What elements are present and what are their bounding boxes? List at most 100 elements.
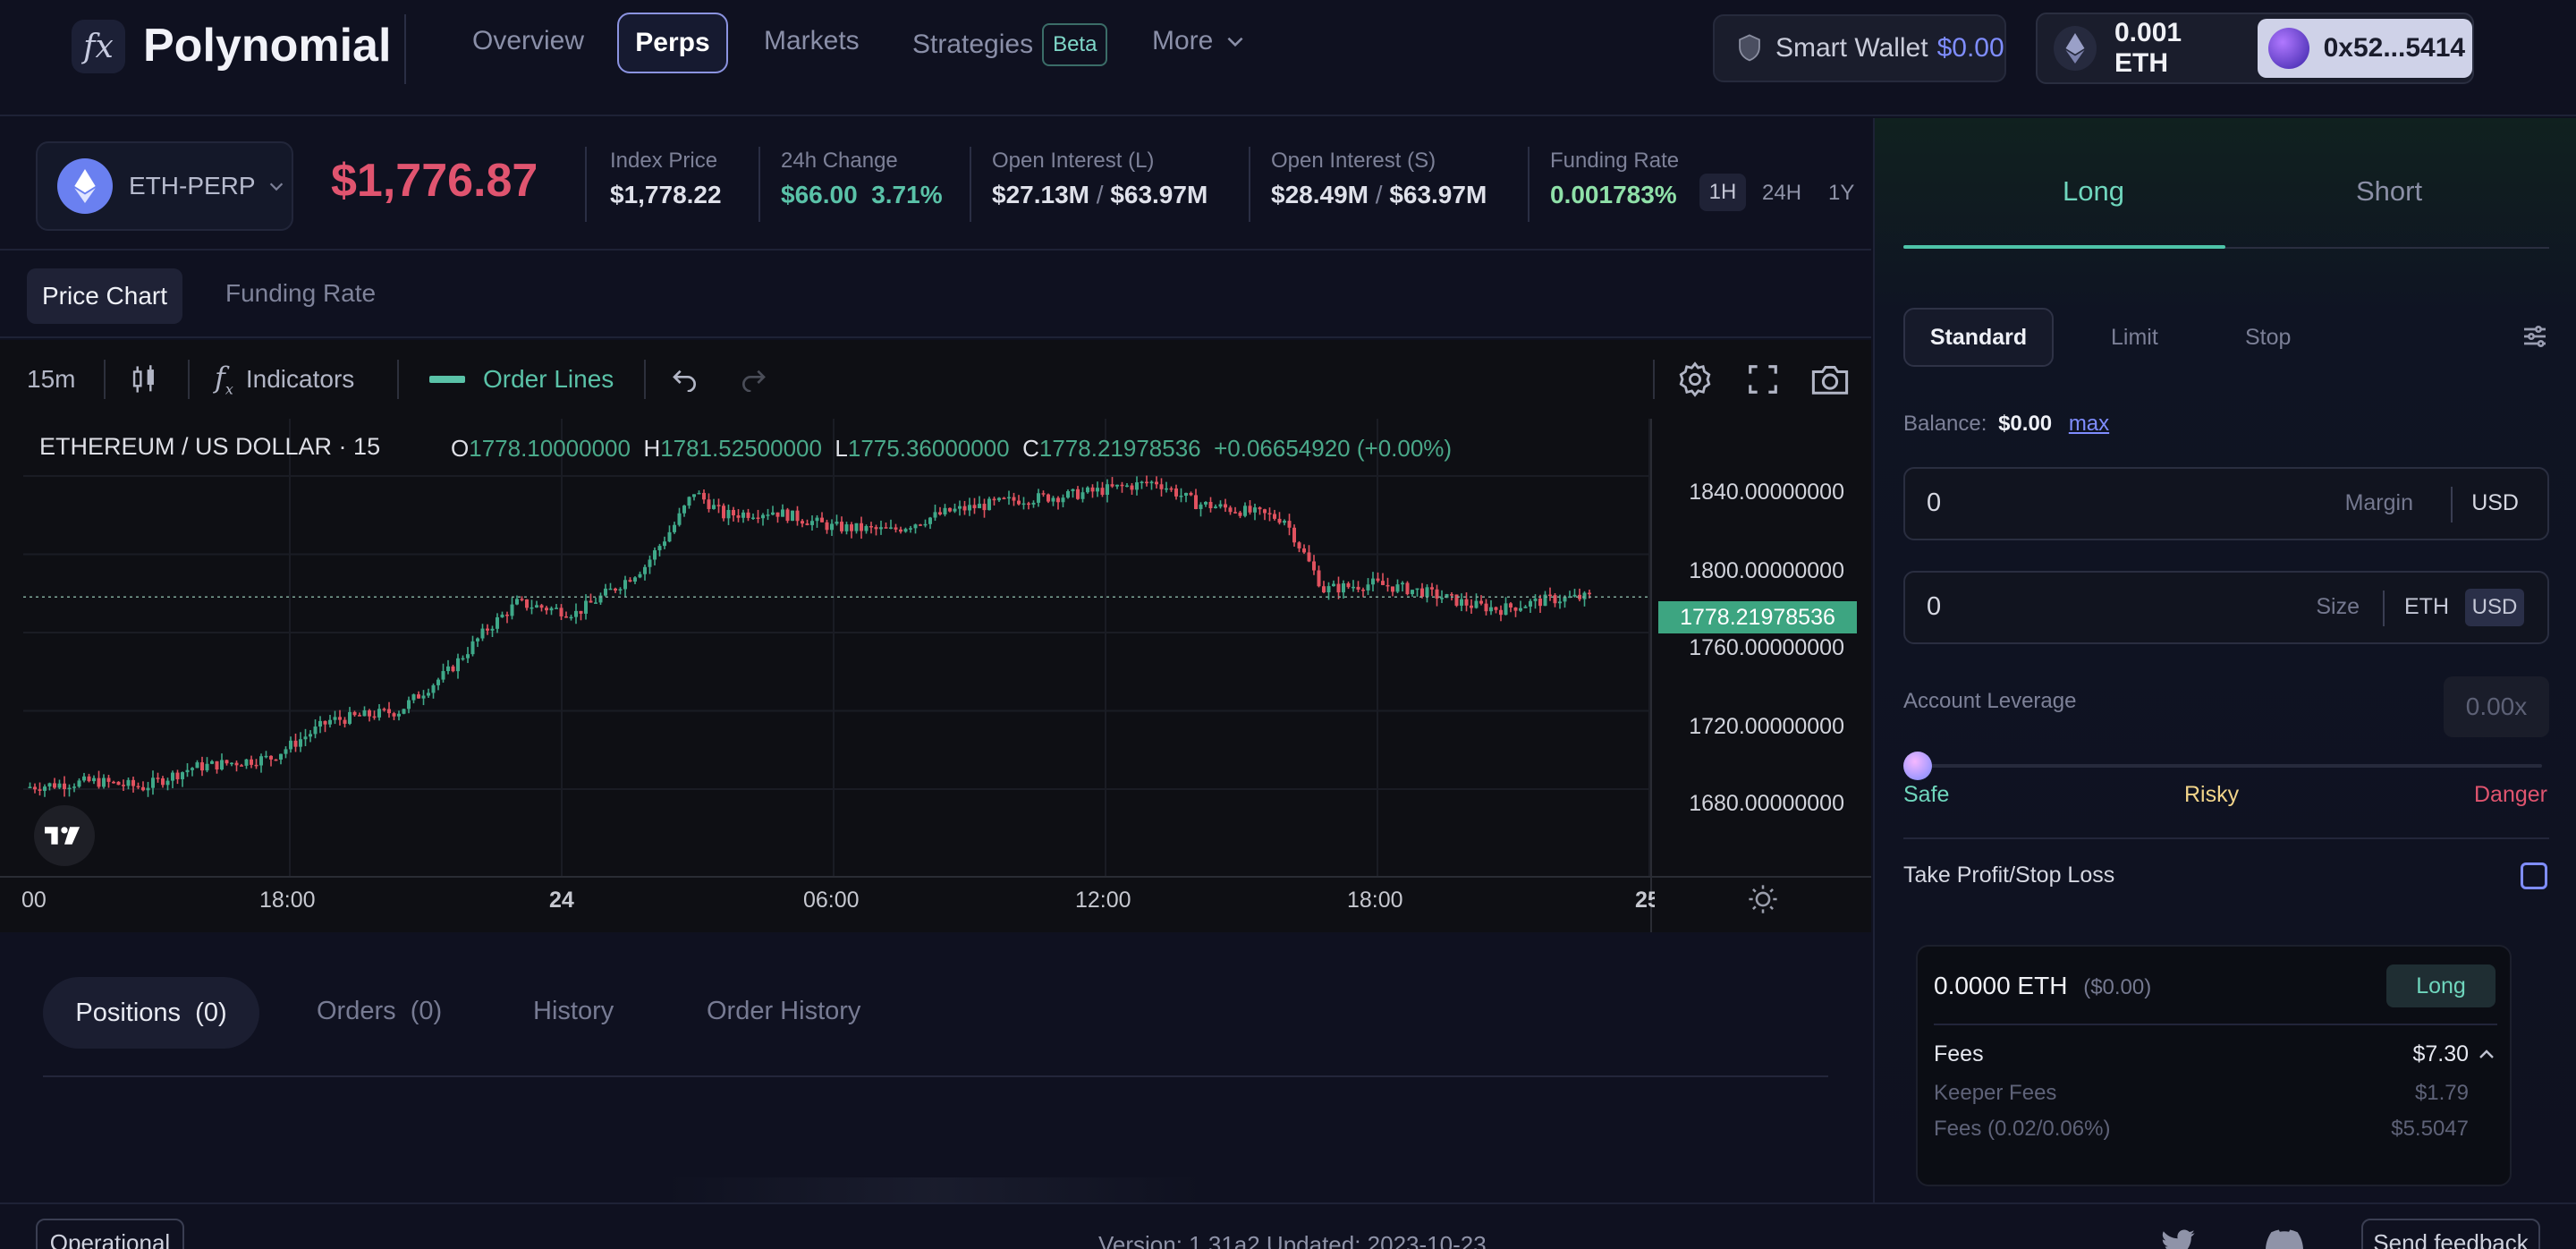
candle-body [1366, 584, 1370, 591]
ethereum-icon [2054, 26, 2097, 71]
funding-period-24h[interactable]: 24H [1762, 181, 1802, 205]
status-badge[interactable]: Operational [36, 1219, 184, 1249]
tab-orders[interactable]: Orders (0) [317, 997, 442, 1026]
candle-body [234, 762, 239, 766]
candle-body [161, 778, 165, 786]
candle-body [1204, 502, 1208, 505]
candle-type-button[interactable] [131, 340, 157, 419]
redo-button[interactable] [739, 340, 767, 419]
logo-icon[interactable]: fx [72, 20, 125, 73]
order-lines-button[interactable]: Order Lines [429, 340, 614, 419]
candle-body [417, 694, 420, 699]
candle-body [972, 505, 977, 509]
candle-body [171, 772, 174, 781]
size-unit-eth[interactable]: ETH [2404, 594, 2449, 619]
candle-body [318, 720, 322, 727]
margin-input[interactable]: 0 Margin USD [1903, 467, 2549, 540]
leverage-slider-thumb[interactable] [1903, 752, 1932, 780]
order-type-standard[interactable]: Standard [1903, 308, 2054, 367]
order-type-stop[interactable]: Stop [2245, 324, 2292, 350]
top-navigation: fx Polynomial Overview Perps Markets Str… [0, 0, 2576, 116]
candle-body [962, 506, 967, 511]
leverage-slider-track[interactable] [1911, 764, 2542, 768]
tpsl-checkbox[interactable] [2521, 862, 2547, 889]
candlestick-plot[interactable] [0, 419, 1871, 932]
chart-theme-button[interactable] [1748, 884, 1778, 919]
nav-overview[interactable]: Overview [472, 26, 585, 55]
candle-body [1464, 599, 1469, 606]
market-selector[interactable]: ETH-PERP [36, 141, 293, 231]
tab-history[interactable]: History [533, 997, 614, 1025]
candle-body [33, 786, 37, 790]
candle-body [549, 608, 554, 611]
candle-body [1080, 492, 1085, 499]
indicators-button[interactable]: fx Indicators [215, 340, 354, 419]
tab-positions[interactable]: Positions (0) [43, 977, 259, 1049]
side-badge: Long [2386, 964, 2496, 1007]
brand-name[interactable]: Polynomial [143, 20, 392, 72]
y-tick-label: 1800.00000000 [1689, 558, 1844, 583]
ohlc-close-label: C [1022, 435, 1039, 462]
tab-indicator [1903, 245, 2225, 249]
candle-body [63, 783, 66, 789]
size-input[interactable]: 0 Size ETH USD [1903, 571, 2549, 644]
candle-body [579, 610, 583, 614]
candle-body [421, 695, 426, 699]
size-unit-usd[interactable]: USD [2465, 589, 2524, 626]
candle-body [569, 616, 573, 619]
candle-body [151, 777, 155, 788]
candle-body [1218, 504, 1223, 507]
interval-button[interactable]: 15m [27, 340, 75, 419]
twitter-icon[interactable] [2159, 1229, 2197, 1249]
max-link[interactable]: max [2068, 412, 2110, 436]
discord-icon[interactable] [2265, 1229, 2304, 1249]
smart-wallet-button[interactable]: Smart Wallet $0.00 [1713, 14, 2006, 82]
candle-body [185, 769, 190, 773]
nav-more[interactable]: More [1152, 23, 1247, 59]
wallet-balance: 0.001 ETH [2114, 18, 2182, 78]
wallet-address-chip[interactable]: 0x52...5414 [2257, 19, 2472, 78]
candle-body [215, 760, 219, 770]
funding-period-1h[interactable]: 1H [1699, 174, 1746, 211]
chart-settings-button[interactable] [1676, 340, 1714, 419]
funding-period-1y[interactable]: 1Y [1828, 181, 1855, 205]
candle-body [1519, 608, 1522, 611]
tab-funding-rate[interactable]: Funding Rate [225, 279, 377, 307]
candle-body [1189, 492, 1193, 496]
candle-body [1529, 600, 1532, 607]
tab-price-chart[interactable]: Price Chart [27, 268, 182, 324]
settings-sliders-button[interactable] [2521, 322, 2549, 355]
candle-body [515, 599, 519, 605]
order-type-limit[interactable]: Limit [2111, 324, 2158, 350]
nav-perps[interactable]: Perps [617, 13, 728, 73]
risk-danger-label: Danger [2474, 782, 2547, 807]
send-feedback-button[interactable]: Send feedback [2361, 1219, 2540, 1249]
tab-order-history[interactable]: Order History [707, 997, 861, 1025]
toolbar-divider [397, 360, 399, 399]
candle-body [992, 498, 996, 501]
candle-body [648, 559, 652, 567]
long-tab[interactable]: Long [2063, 175, 2124, 207]
wallet-button[interactable]: 0.001 ETH 0x52...5414 [2036, 13, 2474, 84]
margin-unit[interactable]: USD [2471, 490, 2519, 515]
fullscreen-button[interactable] [1746, 340, 1780, 419]
screenshot-button[interactable] [1810, 340, 1850, 419]
candle-body [643, 566, 647, 574]
tradingview-logo-icon[interactable] [34, 805, 95, 866]
candle-body [131, 779, 135, 786]
chevron-up-icon[interactable] [2476, 1045, 2497, 1063]
candle-body [1056, 497, 1060, 503]
nav-markets[interactable]: Markets [764, 26, 860, 55]
candle-body [795, 510, 800, 522]
undo-button[interactable] [671, 340, 699, 419]
nav-strategies[interactable]: Strategies Beta [912, 23, 1108, 66]
candle-body [815, 517, 819, 522]
positions-panel: Positions (0) Orders (0) History Order H… [0, 934, 1871, 1202]
short-tab[interactable]: Short [2356, 175, 2423, 207]
candle-body [987, 498, 991, 511]
toolbar-divider [644, 360, 646, 399]
change-24h-stat: 24h Change $66.00 3.71% [781, 149, 943, 209]
divider [1934, 1024, 2497, 1025]
tab-track [1903, 247, 2549, 249]
candle-body [835, 522, 839, 524]
